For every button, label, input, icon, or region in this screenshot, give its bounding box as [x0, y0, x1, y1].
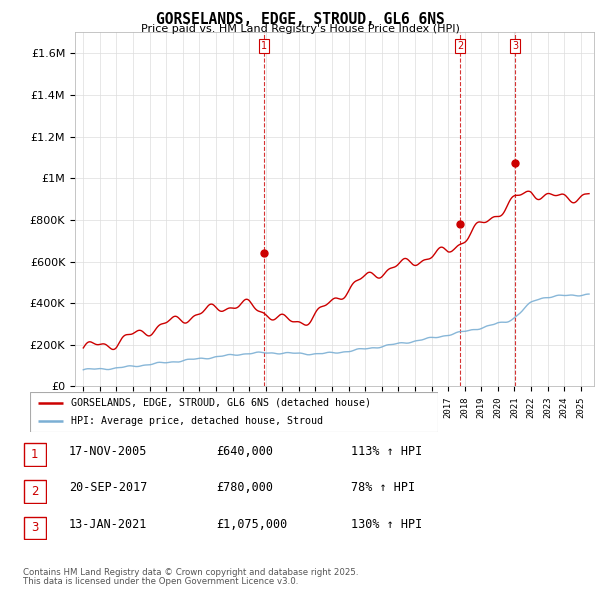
FancyBboxPatch shape — [24, 517, 46, 539]
FancyBboxPatch shape — [30, 392, 438, 432]
Text: 20-SEP-2017: 20-SEP-2017 — [69, 481, 148, 494]
Text: 113% ↑ HPI: 113% ↑ HPI — [351, 444, 422, 458]
Text: £1,075,000: £1,075,000 — [216, 517, 287, 531]
Text: £780,000: £780,000 — [216, 481, 273, 494]
Text: 1: 1 — [31, 448, 38, 461]
Text: Price paid vs. HM Land Registry's House Price Index (HPI): Price paid vs. HM Land Registry's House … — [140, 24, 460, 34]
Text: GORSELANDS, EDGE, STROUD, GL6 6NS (detached house): GORSELANDS, EDGE, STROUD, GL6 6NS (detac… — [71, 398, 371, 408]
Text: GORSELANDS, EDGE, STROUD, GL6 6NS: GORSELANDS, EDGE, STROUD, GL6 6NS — [155, 12, 445, 27]
Text: 3: 3 — [512, 41, 518, 51]
Text: 78% ↑ HPI: 78% ↑ HPI — [351, 481, 415, 494]
FancyBboxPatch shape — [24, 480, 46, 503]
Text: 2: 2 — [31, 485, 38, 498]
Text: 1: 1 — [260, 41, 267, 51]
Text: HPI: Average price, detached house, Stroud: HPI: Average price, detached house, Stro… — [71, 417, 323, 427]
Text: 13-JAN-2021: 13-JAN-2021 — [69, 517, 148, 531]
Text: 130% ↑ HPI: 130% ↑ HPI — [351, 517, 422, 531]
Text: Contains HM Land Registry data © Crown copyright and database right 2025.: Contains HM Land Registry data © Crown c… — [23, 568, 358, 577]
Text: 3: 3 — [31, 522, 38, 535]
Text: 2: 2 — [457, 41, 463, 51]
Text: 17-NOV-2005: 17-NOV-2005 — [69, 444, 148, 458]
FancyBboxPatch shape — [24, 444, 46, 466]
Text: This data is licensed under the Open Government Licence v3.0.: This data is licensed under the Open Gov… — [23, 578, 298, 586]
Text: £640,000: £640,000 — [216, 444, 273, 458]
